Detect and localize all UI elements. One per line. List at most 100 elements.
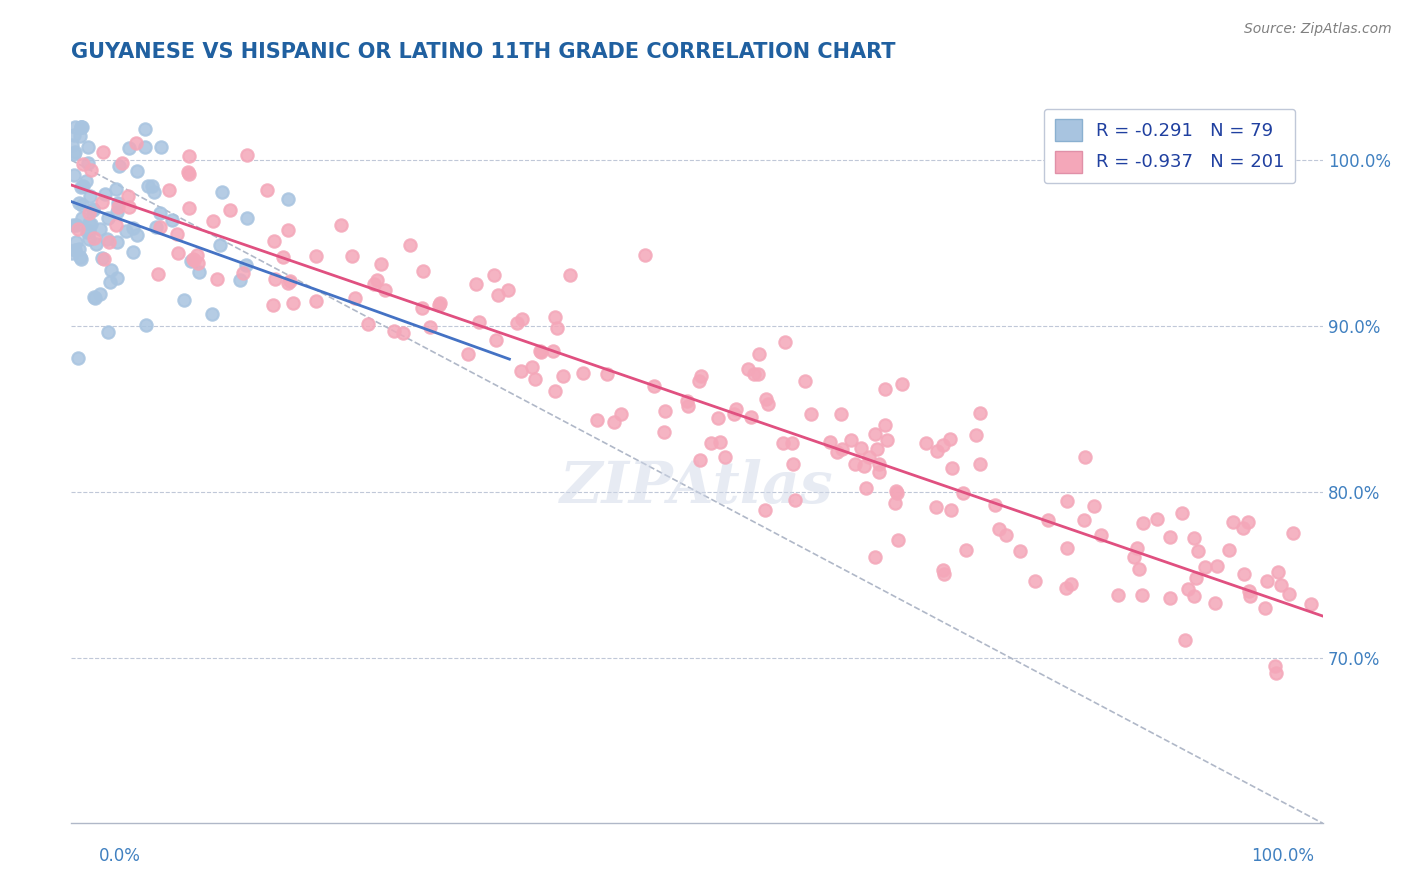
Point <box>83 230 105 244</box>
Point <box>201 307 224 321</box>
Point <box>79 163 101 178</box>
Point <box>127 228 149 243</box>
Point <box>868 457 890 471</box>
Point <box>149 140 172 154</box>
Point <box>643 378 665 392</box>
Point <box>654 404 676 418</box>
Point <box>873 417 896 432</box>
Point <box>887 533 910 548</box>
Point <box>868 465 890 479</box>
Point <box>1054 581 1077 595</box>
Text: 0.0%: 0.0% <box>98 847 141 865</box>
Point <box>179 149 201 163</box>
Point <box>97 325 120 339</box>
Point <box>125 164 148 178</box>
Point <box>785 493 807 508</box>
Point <box>80 217 103 231</box>
Text: GUYANESE VS HISPANIC OR LATINO 11TH GRADE CORRELATION CHART: GUYANESE VS HISPANIC OR LATINO 11TH GRAD… <box>72 42 896 62</box>
Point <box>305 293 328 308</box>
Point <box>546 321 568 335</box>
Point <box>1299 597 1322 611</box>
Point <box>1270 578 1292 592</box>
Point <box>90 195 112 210</box>
Point <box>610 407 633 421</box>
Point <box>105 181 128 195</box>
Point <box>572 366 595 380</box>
Point <box>105 219 128 233</box>
Point <box>1184 590 1206 604</box>
Point <box>486 287 509 301</box>
Point <box>343 291 366 305</box>
Point <box>737 362 759 376</box>
Point <box>1174 632 1197 647</box>
Point <box>63 243 86 257</box>
Point <box>145 220 167 235</box>
Point <box>939 502 962 516</box>
Point <box>1024 574 1046 588</box>
Point <box>118 201 141 215</box>
Point <box>844 457 866 471</box>
Point <box>543 343 565 358</box>
Point <box>72 179 94 194</box>
Point <box>105 235 128 249</box>
Point <box>987 522 1010 536</box>
Point <box>340 249 363 263</box>
Point <box>70 120 93 134</box>
Point <box>67 242 90 256</box>
Point <box>66 351 89 365</box>
Point <box>723 407 745 421</box>
Point <box>530 344 553 359</box>
Point <box>63 147 86 161</box>
Point <box>825 445 848 459</box>
Point <box>90 252 112 266</box>
Point <box>79 224 101 238</box>
Point <box>1265 665 1288 680</box>
Point <box>83 291 105 305</box>
Point <box>66 222 89 236</box>
Point <box>82 202 104 217</box>
Point <box>1278 587 1301 601</box>
Point <box>1237 584 1260 599</box>
Point <box>858 450 880 464</box>
Point <box>82 202 104 216</box>
Point <box>863 426 886 441</box>
Point <box>363 277 385 292</box>
Point <box>498 283 520 297</box>
Point <box>93 252 115 267</box>
Point <box>219 203 242 218</box>
Point <box>100 276 122 290</box>
Point <box>77 205 100 219</box>
Point <box>1187 543 1209 558</box>
Point <box>747 367 769 381</box>
Point <box>98 235 121 250</box>
Point <box>1232 521 1254 535</box>
Point <box>143 185 166 199</box>
Point <box>1146 512 1168 526</box>
Point <box>793 374 815 388</box>
Point <box>1073 513 1095 527</box>
Point <box>167 245 190 260</box>
Point <box>427 298 450 312</box>
Point <box>742 367 765 381</box>
Point <box>134 122 156 136</box>
Point <box>984 498 1007 512</box>
Point <box>235 258 257 272</box>
Point <box>544 310 567 324</box>
Point <box>69 179 91 194</box>
Point <box>211 185 233 199</box>
Point <box>183 253 205 268</box>
Point <box>277 192 299 206</box>
Point <box>1205 559 1227 574</box>
Point <box>1083 500 1105 514</box>
Point <box>1056 494 1078 508</box>
Point <box>76 225 98 239</box>
Point <box>754 502 776 516</box>
Point <box>160 213 183 227</box>
Point <box>96 232 118 246</box>
Point <box>1239 589 1261 603</box>
Point <box>370 257 392 271</box>
Point <box>149 219 172 234</box>
Point <box>79 189 101 203</box>
Point <box>1171 507 1194 521</box>
Point <box>965 428 987 442</box>
